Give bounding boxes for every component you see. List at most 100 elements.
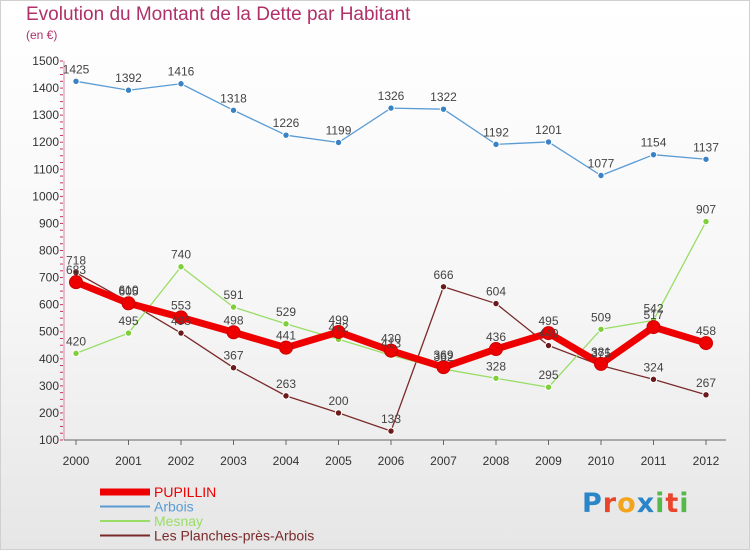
- data-label-arbois: 1226: [273, 116, 300, 130]
- legend-label-les-planches-pr-s-arbois: Les Planches-près-Arbois: [154, 528, 314, 544]
- chart-title: Evolution du Montant de la Dette par Hab…: [26, 4, 411, 25]
- data-point-arbois: [492, 140, 500, 149]
- data-label-pupillin: 430: [381, 332, 401, 346]
- x-tick-label: 2008: [483, 454, 510, 468]
- data-point-pupillin: [594, 356, 608, 371]
- data-point-pupillin: [541, 326, 556, 341]
- series-layer: [69, 77, 713, 435]
- data-label-pupillin: 369: [433, 348, 453, 362]
- data-label-les-planches-pr-s-arbois: 718: [66, 254, 86, 268]
- x-tick-label: 2011: [641, 454, 667, 468]
- data-label-mesnay: 295: [538, 368, 558, 382]
- data-point-arbois: [544, 138, 553, 146]
- data-point-mesnay: [492, 374, 500, 382]
- logo-letter: r: [602, 488, 618, 519]
- x-tick-label: 2002: [168, 454, 195, 468]
- data-point-pupillin: [121, 296, 136, 311]
- data-label-les-planches-pr-s-arbois: 267: [696, 376, 716, 390]
- y-tick-label: 1500: [32, 54, 59, 68]
- data-label-les-planches-pr-s-arbois: 610: [118, 283, 138, 297]
- data-label-pupillin: 381: [591, 345, 611, 359]
- data-point-les-planches-pr-s-arbois: [492, 299, 500, 308]
- y-tick-label: 400: [39, 352, 59, 366]
- logo-letter: o: [617, 488, 637, 519]
- chart-subtitle: (en €): [26, 28, 58, 42]
- data-point-les-planches-pr-s-arbois: [334, 409, 343, 417]
- data-labels: 718 610 495 367 263 200 133 666 604 449 375 324 267 4…: [63, 62, 720, 426]
- data-label-les-planches-pr-s-arbois: 449: [538, 327, 558, 341]
- data-label-arbois: 1077: [588, 157, 615, 171]
- data-point-pupillin: [279, 340, 293, 355]
- logo-letter: i: [679, 488, 690, 519]
- data-point-pupillin: [69, 275, 83, 290]
- data-point-mesnay: [597, 325, 605, 333]
- data-point-pupillin: [226, 325, 241, 340]
- data-label-mesnay: 907: [696, 203, 716, 217]
- x-tick-label: 2000: [63, 454, 90, 468]
- data-label-mesnay: 495: [118, 314, 138, 328]
- legend-label-arbois: Arbois: [154, 499, 194, 515]
- data-label-mesnay: 362: [433, 350, 453, 364]
- data-point-mesnay: [177, 263, 185, 271]
- data-point-arbois: [229, 106, 238, 114]
- data-point-pupillin: [699, 336, 713, 351]
- data-label-les-planches-pr-s-arbois: 200: [328, 394, 348, 408]
- data-label-pupillin: 436: [486, 330, 506, 344]
- data-label-pupillin: 683: [66, 263, 86, 277]
- data-point-arbois: [439, 105, 448, 113]
- logo-letter: t: [665, 488, 680, 519]
- y-tick-label: 700: [39, 271, 59, 285]
- data-label-les-planches-pr-s-arbois: 133: [381, 412, 401, 426]
- x-tick-label: 2004: [273, 454, 300, 468]
- data-label-arbois: 1425: [63, 62, 90, 76]
- legend-label-pupillin: PUPILLIN: [154, 484, 216, 500]
- data-label-les-planches-pr-s-arbois: 367: [223, 349, 243, 363]
- data-point-les-planches-pr-s-arbois: [282, 392, 290, 400]
- y-tick-label: 100: [39, 433, 59, 447]
- data-point-les-planches-pr-s-arbois: [229, 364, 238, 372]
- data-label-arbois: 1137: [693, 140, 719, 154]
- x-tick-label: 2007: [430, 454, 457, 468]
- data-point-arbois: [282, 131, 290, 139]
- data-point-pupillin: [489, 342, 503, 357]
- y-tick-label: 300: [39, 379, 59, 393]
- x-tick-label: 2012: [693, 454, 720, 468]
- data-point-arbois: [649, 150, 658, 159]
- y-tick-label: 600: [39, 298, 59, 312]
- data-label-mesnay: 509: [591, 310, 611, 324]
- data-label-arbois: 1318: [220, 91, 247, 105]
- legend-label-mesnay: Mesnay: [154, 513, 203, 529]
- data-label-arbois: 1199: [326, 123, 352, 137]
- data-label-pupillin: 517: [643, 308, 663, 322]
- data-label-mesnay: 328: [486, 359, 506, 373]
- y-tick-label: 1300: [32, 108, 59, 122]
- data-label-mesnay: 420: [66, 334, 86, 348]
- data-point-les-planches-pr-s-arbois: [439, 283, 448, 291]
- y-tick-label: 1000: [32, 189, 59, 203]
- y-tick-label: 200: [39, 406, 59, 420]
- data-label-pupillin: 495: [538, 314, 558, 328]
- data-label-pupillin: 553: [171, 298, 191, 312]
- data-point-arbois: [72, 77, 80, 86]
- y-tick-label: 1200: [32, 135, 59, 149]
- data-label-mesnay: 413: [381, 336, 401, 350]
- x-tick-label: 2001: [115, 454, 142, 468]
- data-point-arbois: [597, 171, 605, 180]
- data-point-arbois: [387, 104, 395, 112]
- data-label-les-planches-pr-s-arbois: 324: [643, 360, 663, 374]
- data-label-mesnay: 542: [643, 301, 663, 315]
- data-label-arbois: 1392: [115, 71, 142, 85]
- data-point-mesnay: [282, 320, 290, 328]
- y-tick-label: 500: [39, 325, 59, 339]
- data-label-mesnay: 591: [223, 288, 243, 302]
- data-point-mesnay: [702, 217, 710, 226]
- data-point-arbois: [334, 138, 343, 147]
- data-label-les-planches-pr-s-arbois: 263: [276, 377, 296, 391]
- data-label-pupillin: 458: [696, 324, 716, 338]
- data-label-arbois: 1326: [378, 89, 405, 103]
- data-point-mesnay: [124, 329, 133, 337]
- data-label-arbois: 1192: [483, 125, 509, 139]
- data-point-pupillin: [331, 324, 346, 339]
